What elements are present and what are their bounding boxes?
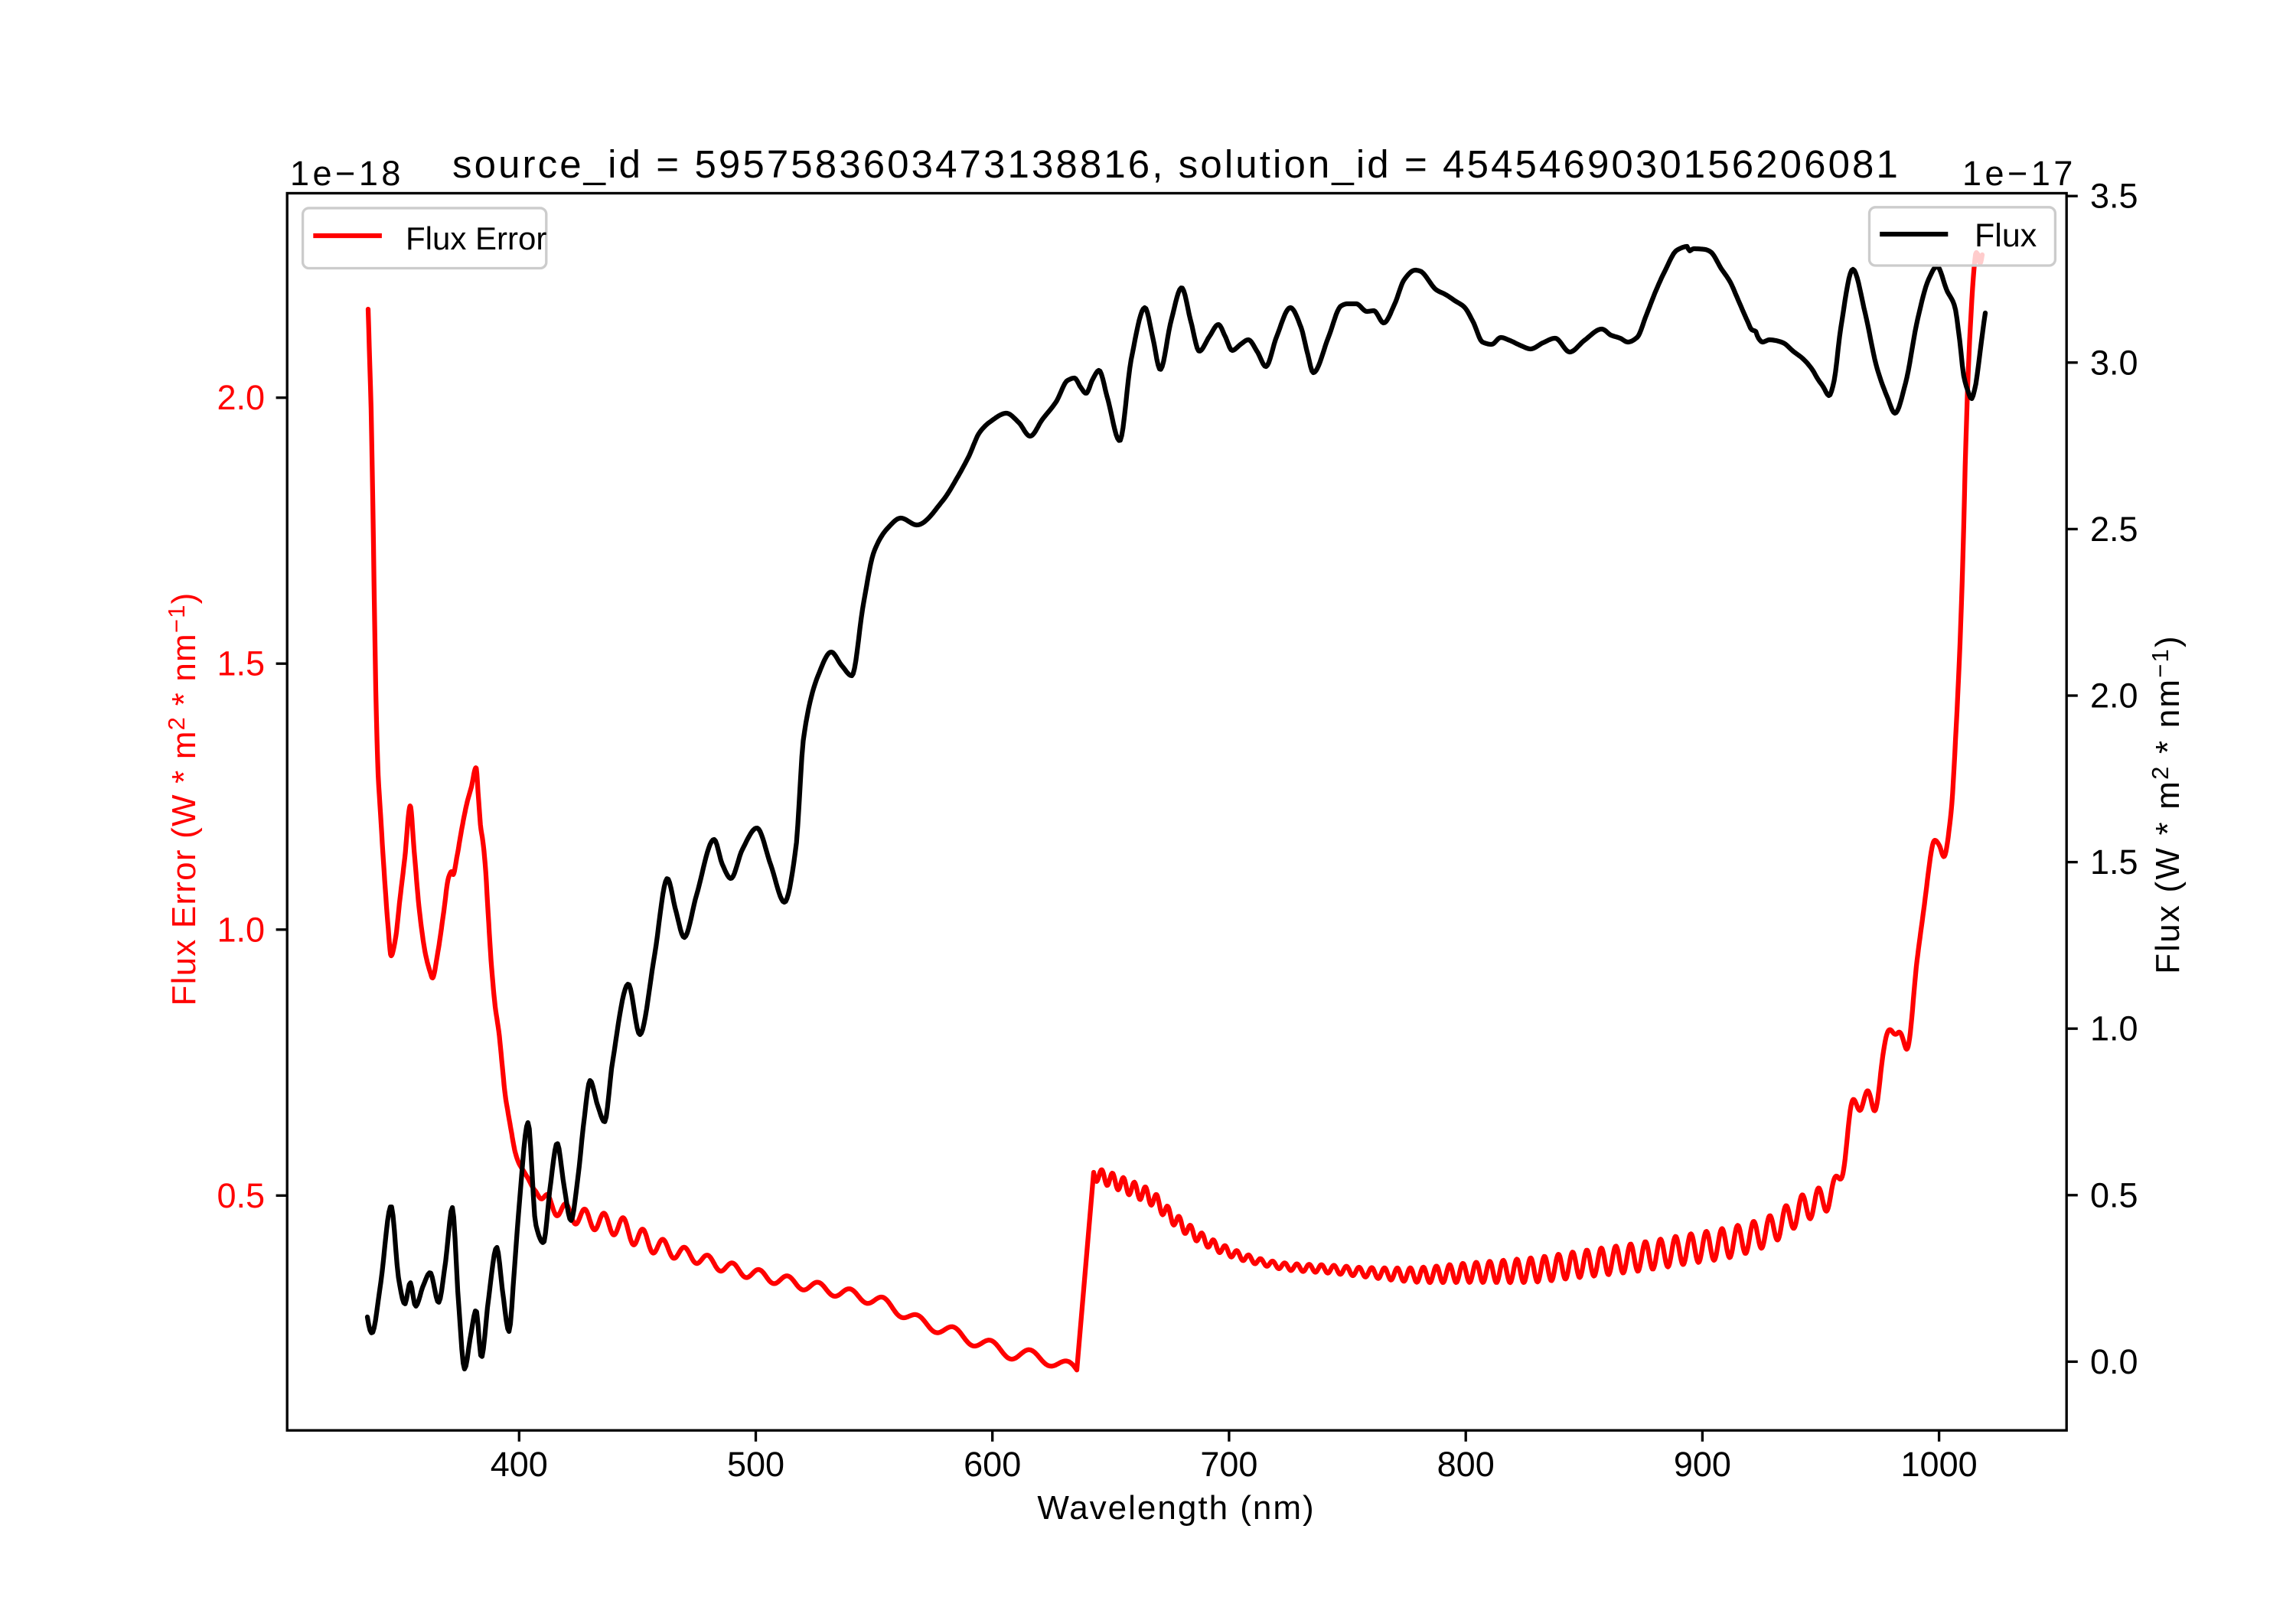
svg-text:400: 400 xyxy=(491,1445,548,1484)
svg-text:Flux (W * m2 * nm−1): Flux (W * m2 * nm−1) xyxy=(2147,634,2187,974)
svg-text:0.0: 0.0 xyxy=(2090,1342,2138,1381)
svg-text:1e−17: 1e−17 xyxy=(1962,154,2076,193)
svg-text:2.0: 2.0 xyxy=(2090,676,2138,715)
svg-text:700: 700 xyxy=(1200,1445,1257,1484)
svg-text:0.5: 0.5 xyxy=(2090,1175,2138,1214)
svg-text:900: 900 xyxy=(1674,1445,1731,1484)
svg-text:2.0: 2.0 xyxy=(217,378,265,417)
svg-text:1.5: 1.5 xyxy=(217,644,265,683)
svg-text:Flux Error: Flux Error xyxy=(406,220,546,256)
svg-text:3.5: 3.5 xyxy=(2090,177,2138,216)
svg-text:1.0: 1.0 xyxy=(2090,1009,2138,1048)
svg-text:source_id = 595758360347313881: source_id = 5957583603473138816, solutio… xyxy=(452,142,1900,186)
svg-text:1.5: 1.5 xyxy=(2090,843,2138,882)
svg-text:1e−18: 1e−18 xyxy=(290,154,404,193)
svg-text:0.5: 0.5 xyxy=(217,1176,265,1215)
svg-text:Flux Error (W * m2 * nm−1): Flux Error (W * m2 * nm−1) xyxy=(163,592,203,1006)
svg-text:1000: 1000 xyxy=(1901,1445,1978,1484)
svg-text:Flux: Flux xyxy=(1975,217,2037,254)
svg-text:3.0: 3.0 xyxy=(2090,343,2138,382)
svg-text:500: 500 xyxy=(727,1445,784,1484)
svg-text:2.5: 2.5 xyxy=(2090,510,2138,549)
svg-text:Wavelength (nm): Wavelength (nm) xyxy=(1037,1489,1315,1527)
svg-text:1.0: 1.0 xyxy=(217,910,265,949)
svg-text:800: 800 xyxy=(1437,1445,1495,1484)
svg-text:600: 600 xyxy=(964,1445,1021,1484)
